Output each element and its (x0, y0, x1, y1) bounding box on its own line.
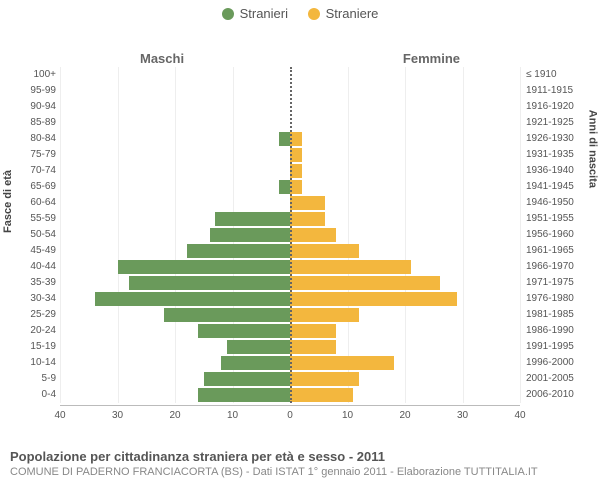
x-tick: 10 (227, 410, 238, 421)
bar-female (290, 292, 457, 306)
heading-male: Maschi (140, 51, 184, 66)
x-tick: 20 (399, 410, 410, 421)
age-label: 65-69 (10, 181, 60, 192)
birth-year-label: 1971-1975 (522, 277, 582, 288)
birth-year-label: 1921-1925 (522, 117, 582, 128)
bar-male (118, 260, 291, 274)
legend-swatch-female (308, 8, 320, 20)
birth-year-label: 1966-1970 (522, 261, 582, 272)
birth-year-label: 1976-1980 (522, 293, 582, 304)
pyramid-chart: Maschi Femmine Fasce di età Anni di nasc… (0, 23, 600, 443)
chart-legend: Stranieri Straniere (0, 0, 600, 23)
age-label: 60-64 (10, 197, 60, 208)
legend-male: Stranieri (222, 6, 288, 21)
age-label: 80-84 (10, 133, 60, 144)
birth-year-label: 1941-1945 (522, 181, 582, 192)
caption-subtitle: COMUNE DI PADERNO FRANCIACORTA (BS) - Da… (10, 466, 590, 478)
birth-year-label: 2006-2010 (522, 389, 582, 400)
chart-caption: Popolazione per cittadinanza straniera p… (0, 443, 600, 478)
bar-male (227, 340, 290, 354)
birth-year-label: 1961-1965 (522, 245, 582, 256)
bar-female (290, 388, 353, 402)
age-label: 10-14 (10, 357, 60, 368)
birth-year-label: 1986-1990 (522, 325, 582, 336)
age-label: 0-4 (10, 389, 60, 400)
caption-title: Popolazione per cittadinanza straniera p… (10, 449, 590, 464)
birth-year-label: 1991-1995 (522, 341, 582, 352)
age-label: 40-44 (10, 261, 60, 272)
age-label: 15-19 (10, 341, 60, 352)
birth-year-label: 1926-1930 (522, 133, 582, 144)
bar-female (290, 356, 394, 370)
x-tick: 30 (112, 410, 123, 421)
bar-female (290, 372, 359, 386)
bar-female (290, 324, 336, 338)
x-tick: 20 (169, 410, 180, 421)
birth-year-label: ≤ 1910 (522, 69, 582, 80)
bar-male (129, 276, 290, 290)
bar-male (164, 308, 291, 322)
bar-male (204, 372, 290, 386)
legend-label-male: Stranieri (240, 6, 288, 21)
birth-year-label: 1936-1940 (522, 165, 582, 176)
bar-male (95, 292, 291, 306)
bar-female (290, 276, 440, 290)
bar-male (198, 388, 290, 402)
bar-male (210, 228, 291, 242)
birth-year-label: 1911-1915 (522, 85, 582, 96)
age-label: 30-34 (10, 293, 60, 304)
bar-female (290, 340, 336, 354)
bar-male (279, 180, 291, 194)
birth-year-label: 1931-1935 (522, 149, 582, 160)
age-label: 45-49 (10, 245, 60, 256)
age-label: 35-39 (10, 277, 60, 288)
legend-swatch-male (222, 8, 234, 20)
age-label: 5-9 (10, 373, 60, 384)
legend-label-female: Straniere (326, 6, 379, 21)
age-label: 75-79 (10, 149, 60, 160)
age-label: 70-74 (10, 165, 60, 176)
legend-female: Straniere (308, 6, 379, 21)
center-line (290, 67, 292, 403)
heading-female: Femmine (403, 51, 460, 66)
age-label: 85-89 (10, 117, 60, 128)
bar-male (221, 356, 290, 370)
x-tick: 30 (457, 410, 468, 421)
age-label: 95-99 (10, 85, 60, 96)
x-axis: 40302010010203040 (60, 405, 520, 426)
bar-male (279, 132, 291, 146)
birth-year-label: 1916-1920 (522, 101, 582, 112)
bar-female (290, 260, 411, 274)
bar-female (290, 196, 325, 210)
y-axis-title-right: Anni di nascita (586, 109, 598, 187)
age-label: 25-29 (10, 309, 60, 320)
birth-year-label: 1956-1960 (522, 229, 582, 240)
x-tick: 10 (342, 410, 353, 421)
bar-female (290, 244, 359, 258)
birth-year-label: 1951-1955 (522, 213, 582, 224)
bar-male (187, 244, 291, 258)
bar-female (290, 212, 325, 226)
plot-area: 100+≤ 191095-991911-191590-941916-192085… (60, 67, 520, 403)
birth-year-label: 1996-2000 (522, 357, 582, 368)
bar-male (215, 212, 290, 226)
age-label: 90-94 (10, 101, 60, 112)
age-label: 55-59 (10, 213, 60, 224)
birth-year-label: 1981-1985 (522, 309, 582, 320)
age-label: 20-24 (10, 325, 60, 336)
age-label: 100+ (10, 69, 60, 80)
bar-female (290, 308, 359, 322)
birth-year-label: 2001-2005 (522, 373, 582, 384)
bar-female (290, 228, 336, 242)
x-tick: 40 (514, 410, 525, 421)
x-tick: 40 (54, 410, 65, 421)
x-tick: 0 (287, 410, 293, 421)
birth-year-label: 1946-1950 (522, 197, 582, 208)
age-label: 50-54 (10, 229, 60, 240)
bar-male (198, 324, 290, 338)
